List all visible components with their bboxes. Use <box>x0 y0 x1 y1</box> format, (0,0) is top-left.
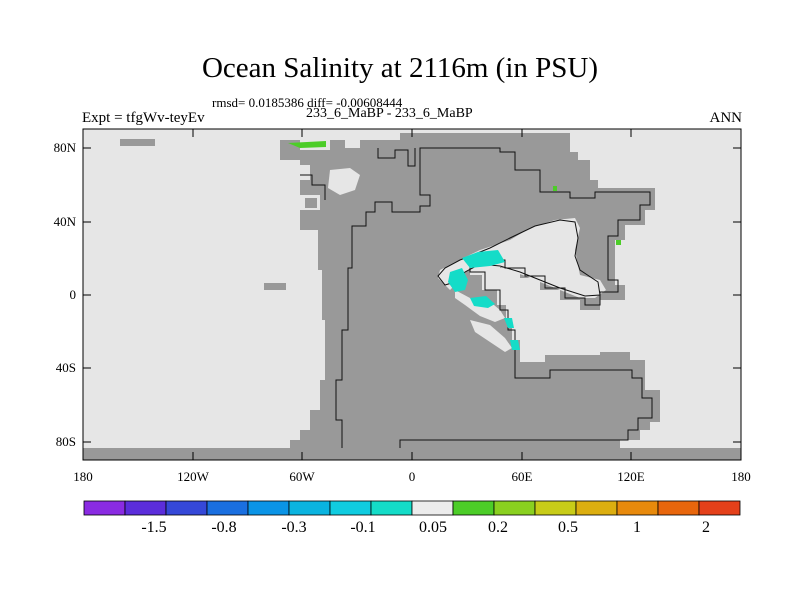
colorbar-box <box>411 500 454 516</box>
colorbar-box <box>288 500 331 516</box>
colorbar-box <box>616 500 659 516</box>
season-label: ANN <box>709 110 743 126</box>
colorbar-box <box>329 500 372 516</box>
northern-inlet <box>328 168 360 195</box>
coastline-west <box>300 174 326 200</box>
anomaly-teal-4 <box>504 318 514 328</box>
y-tick-label: 0 <box>70 287 77 302</box>
x-tick-label: 60W <box>289 469 315 484</box>
land-north <box>280 140 310 165</box>
land-island-2 <box>264 283 286 290</box>
x-tick-label: 0 <box>409 469 416 484</box>
colorbar-box <box>657 500 700 516</box>
coastline-main <box>335 147 653 448</box>
x-tick-label: 180 <box>73 469 93 484</box>
x-tick-label: 180 <box>731 469 751 484</box>
anomaly-teal-5 <box>510 340 520 350</box>
anomaly-green-1 <box>288 141 326 148</box>
land-island-1 <box>120 139 155 146</box>
y-axis <box>83 147 741 443</box>
y-tick-label: 80S <box>56 434 76 449</box>
anomaly-teal-3 <box>470 296 495 308</box>
experiment-label: Expt = tfgWv-teyEv <box>82 110 205 126</box>
colorbar-labels: -1.5 -0.8 -0.3 -0.1 0.05 0.2 0.5 1 2 <box>141 519 710 536</box>
anomaly-green-3 <box>616 240 621 245</box>
colorbar-label: -1.5 <box>141 519 166 536</box>
salinity-anomalies <box>288 141 621 350</box>
land-main <box>290 133 660 452</box>
y-tick-label: 40N <box>54 214 77 229</box>
map-title: Ocean Salinity at 2116m (in PSU) <box>201 52 599 84</box>
colorbar-box <box>206 500 249 516</box>
colorbar-box <box>370 500 413 516</box>
colorbar-box <box>575 500 618 516</box>
y-tick-label: 80N <box>54 140 77 155</box>
x-tick-label: 120E <box>617 469 645 484</box>
experiment-comparison: 233_6_MaBP - 233_6_MaBP <box>306 106 473 121</box>
x-tick-label: 120W <box>177 469 210 484</box>
colorbar-box <box>534 500 577 516</box>
colorbar-box <box>247 500 290 516</box>
tethys-arm-2 <box>470 320 512 352</box>
colorbar-label: -0.3 <box>281 519 306 536</box>
anomaly-green-2 <box>553 186 557 191</box>
colorbar-label: 0.5 <box>558 519 578 536</box>
colorbar-label: 0.05 <box>419 519 447 536</box>
colorbar-box <box>698 500 741 516</box>
anomaly-teal-1 <box>462 250 505 268</box>
tethys-basin <box>438 218 606 298</box>
colorbar-label: -0.1 <box>350 519 375 536</box>
colorbar <box>83 500 741 516</box>
x-tick-labels: 180 120W 60W 0 60E 120E 180 <box>73 469 751 484</box>
colorbar-label: 1 <box>633 519 641 536</box>
x-tick-label: 60E <box>512 469 533 484</box>
anomaly-teal-2 <box>448 268 468 292</box>
coastline-north <box>377 148 416 167</box>
colorbar-box <box>83 500 126 516</box>
stats-text: rmsd= 0.0185386 diff= -0.00608444 <box>212 95 403 110</box>
colorbar-box <box>124 500 167 516</box>
colorbar-label: 0.2 <box>488 519 508 536</box>
land-masses <box>83 133 741 460</box>
colorbar-label: -0.8 <box>211 519 236 536</box>
colorbar-box <box>493 500 536 516</box>
colorbar-box <box>452 500 495 516</box>
y-tick-label: 40S <box>56 360 76 375</box>
colorbar-label: 2 <box>702 519 710 536</box>
x-axis <box>82 129 742 460</box>
y-tick-labels: 80N 40N 0 40S 80S <box>54 140 77 449</box>
land-island-3 <box>305 198 317 208</box>
colorbar-box <box>165 500 208 516</box>
